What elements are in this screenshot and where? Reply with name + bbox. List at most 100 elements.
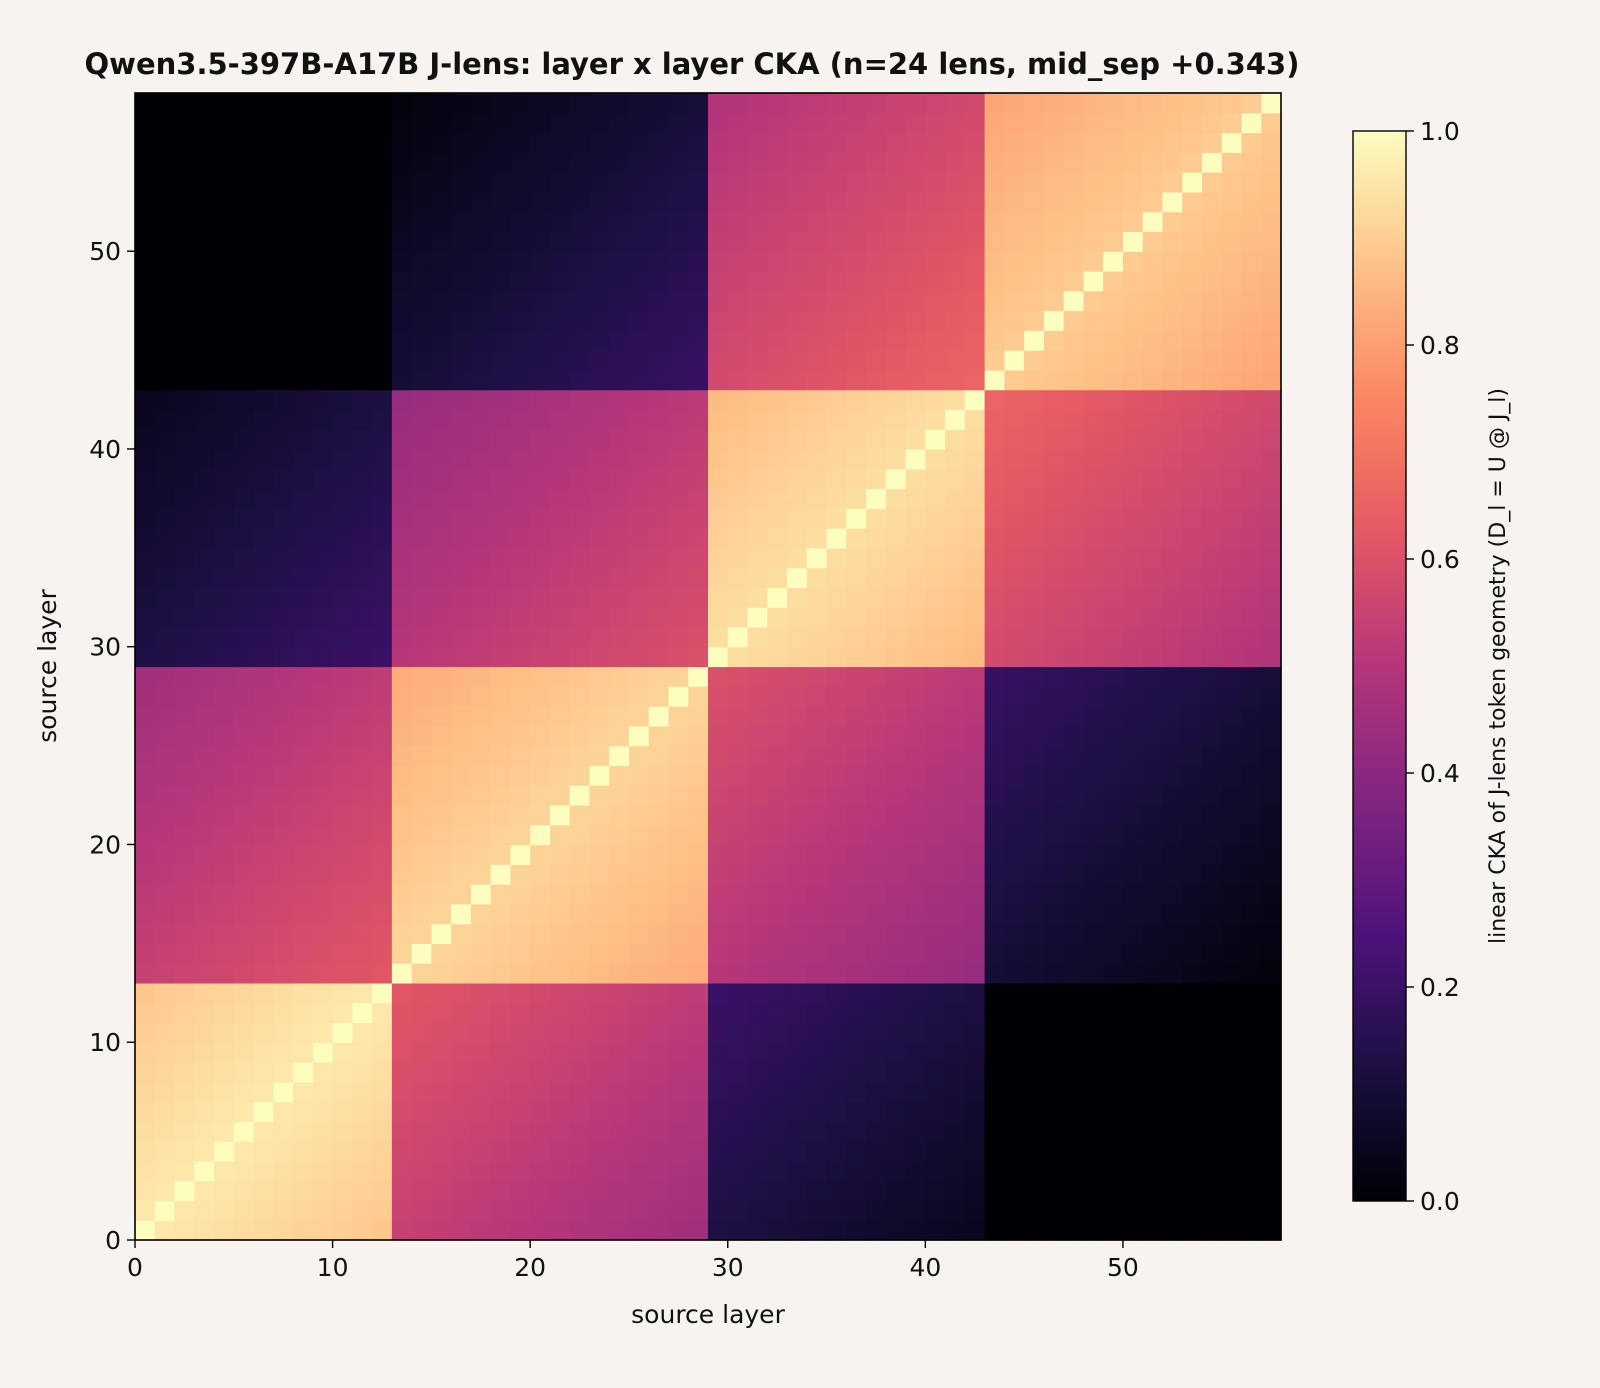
heatmap-cell	[787, 666, 808, 687]
heatmap-cell	[273, 982, 294, 1004]
heatmap-cell	[787, 1220, 808, 1241]
heatmap-cell	[253, 864, 274, 885]
heatmap-cell	[253, 804, 274, 826]
heatmap-cell	[332, 824, 353, 846]
heatmap-cell	[668, 785, 689, 806]
heatmap-cell	[905, 132, 926, 153]
heatmap-cell	[470, 350, 492, 371]
heatmap-cell	[451, 1022, 472, 1043]
heatmap-cell	[293, 804, 314, 826]
heatmap-cell	[846, 864, 867, 885]
heatmap-cell	[253, 943, 274, 964]
heatmap-cell	[1142, 567, 1164, 588]
heatmap-cell	[451, 706, 472, 727]
heatmap-cell	[628, 686, 650, 707]
heatmap-cell	[1142, 152, 1164, 173]
heatmap-cell	[905, 686, 926, 707]
heatmap-cell	[233, 903, 255, 925]
heatmap-cell	[372, 112, 393, 134]
heatmap-cell	[1024, 824, 1045, 846]
heatmap-cell	[1142, 923, 1164, 944]
heatmap-cell	[1221, 409, 1243, 430]
heatmap-cell	[549, 191, 571, 213]
heatmap-cell	[154, 1220, 176, 1241]
heatmap-cell	[945, 112, 966, 134]
heatmap-cell	[1201, 1081, 1223, 1103]
heatmap-cell	[648, 251, 670, 272]
heatmap-cell	[885, 884, 907, 905]
heatmap-cell	[1122, 1002, 1144, 1024]
heatmap-cell	[609, 626, 630, 648]
heatmap-cell	[1063, 1220, 1085, 1241]
heatmap-cell	[747, 468, 768, 490]
heatmap-cell	[510, 112, 531, 134]
heatmap-cell	[925, 132, 946, 153]
heatmap-cell	[1162, 409, 1183, 430]
heatmap-cell	[806, 1121, 828, 1142]
heatmap-cell	[1103, 547, 1124, 569]
heatmap-cell	[648, 666, 670, 687]
heatmap-cell	[372, 765, 393, 786]
heatmap-cell	[1201, 1200, 1223, 1221]
heatmap-cell	[925, 745, 946, 766]
heatmap-cell	[549, 132, 571, 153]
heatmap-cell	[332, 567, 353, 588]
heatmap-cell	[826, 251, 847, 272]
heatmap-cell	[668, 1022, 689, 1043]
heatmap-cell	[589, 804, 610, 826]
heatmap-cell	[767, 824, 788, 846]
heatmap-cell	[925, 488, 946, 509]
heatmap-cell	[1103, 804, 1124, 826]
heatmap-cell	[1241, 1121, 1262, 1142]
heatmap-cell	[490, 567, 512, 588]
heatmap-cell	[372, 172, 393, 193]
heatmap-cell	[727, 785, 749, 806]
heatmap-cell	[332, 706, 353, 727]
heatmap-cell	[668, 448, 689, 470]
heatmap-cell	[135, 488, 156, 509]
heatmap-cell	[549, 350, 571, 371]
heatmap-cell	[846, 785, 867, 806]
heatmap-cell	[727, 844, 749, 865]
heatmap-cell	[708, 765, 729, 786]
heatmap-cell	[431, 646, 452, 668]
heatmap-cell	[1182, 646, 1203, 668]
heatmap-cell	[569, 172, 591, 193]
heatmap-cell	[372, 567, 393, 588]
heatmap-cell	[945, 191, 966, 213]
heatmap-cell	[549, 547, 571, 569]
heatmap-cell	[332, 1180, 353, 1202]
heatmap-cell	[530, 112, 551, 134]
heatmap-cell	[214, 666, 235, 687]
heatmap-cell	[589, 646, 610, 668]
heatmap-cell	[866, 251, 887, 272]
heatmap-cell	[490, 448, 512, 470]
heatmap-cell	[293, 824, 314, 846]
heatmap-cell	[194, 1002, 215, 1024]
heatmap-cell	[1024, 468, 1045, 490]
heatmap-cell	[885, 765, 907, 786]
heatmap-cell	[1142, 666, 1164, 687]
heatmap-cell	[708, 310, 729, 331]
heatmap-cell	[549, 93, 571, 114]
heatmap-cell	[964, 231, 986, 252]
heatmap-cell	[767, 409, 788, 430]
heatmap-cell	[1162, 725, 1183, 747]
heatmap-cell	[589, 310, 610, 331]
heatmap-cell	[628, 488, 650, 509]
heatmap-cell	[1004, 884, 1025, 905]
heatmap-cell	[233, 824, 255, 846]
heatmap-cell	[787, 310, 808, 331]
heatmap-cell	[609, 646, 630, 668]
heatmap-cell	[1122, 982, 1144, 1004]
heatmap-cell	[1043, 982, 1065, 1004]
heatmap-cell	[628, 804, 650, 826]
heatmap-cell	[451, 666, 472, 687]
heatmap-cell	[688, 943, 709, 964]
heatmap-cell	[1063, 251, 1085, 272]
heatmap-cell	[925, 765, 946, 786]
heatmap-cell	[214, 132, 235, 153]
heatmap-cell	[1142, 1160, 1164, 1182]
heatmap-cell	[727, 429, 749, 450]
